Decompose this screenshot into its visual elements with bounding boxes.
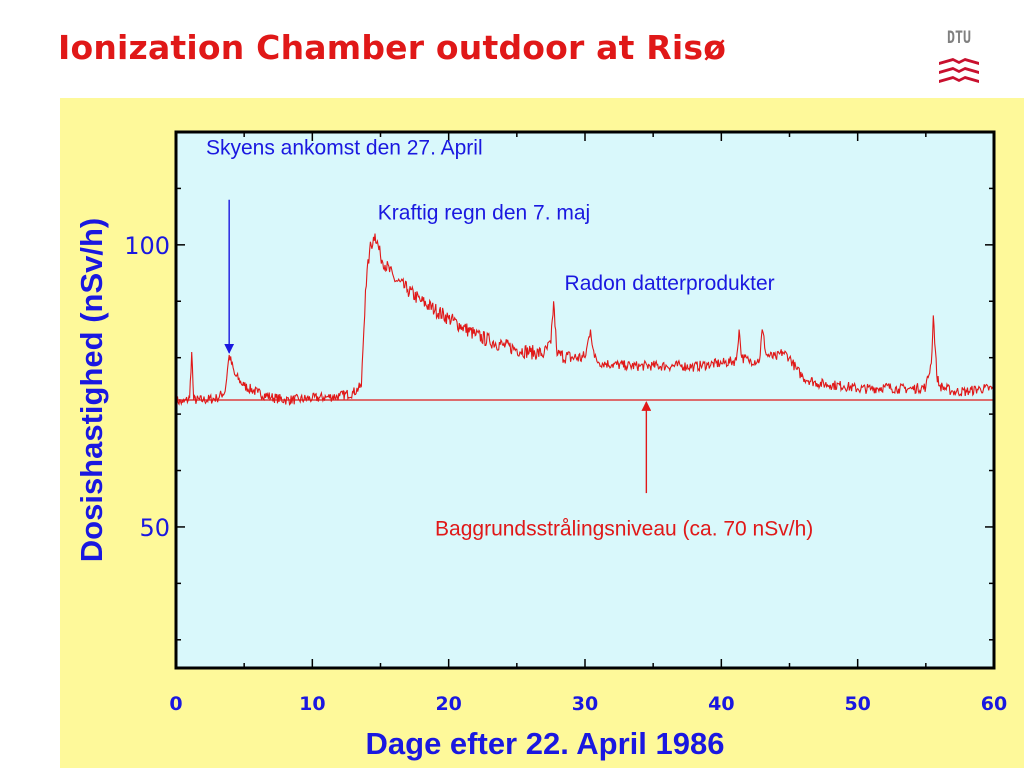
y-tick-label: 50 — [139, 514, 170, 542]
y-axis-label: Dosishastighed (nSv/h) — [74, 218, 109, 562]
x-tick-label: 60 — [981, 693, 1007, 715]
dtu-logo-waves-icon — [939, 58, 979, 83]
x-tick-label: 0 — [169, 693, 182, 715]
x-tick-label: 10 — [299, 693, 325, 715]
x-tick-label: 50 — [844, 693, 870, 715]
y-tick-label: 100 — [124, 232, 170, 260]
slide-title: Ionization Chamber outdoor at Risø — [58, 28, 727, 67]
annotation-cloud-arrival: Skyens ankomst den 27. April — [206, 137, 483, 160]
x-axis-label: Dage efter 22. April 1986 — [366, 726, 725, 761]
dtu-logo-text: DTU — [947, 28, 971, 48]
x-tick-label: 30 — [572, 693, 598, 715]
dose-rate-chart: 0 10 20 30 40 50 60 50 100 Dage efter 22. April 1… — [74, 130, 1007, 761]
x-tick-label: 40 — [708, 693, 734, 715]
annotation-background-level: Baggrundsstrålingsniveau (ca. 70 nSv/h) — [435, 517, 813, 540]
annotation-heavy-rain: Kraftig regn den 7. maj — [378, 201, 590, 224]
x-tick-label: 20 — [435, 693, 461, 715]
dose-rate-series-line — [175, 233, 995, 407]
plot-frame — [174, 130, 996, 670]
annotation-radon-daughters: Radon datterprodukter — [565, 272, 775, 295]
dtu-logo: DTU — [936, 28, 986, 94]
chart-panel: 0 10 20 30 40 50 60 50 100 Dage efter 22. April 1… — [60, 98, 1024, 768]
